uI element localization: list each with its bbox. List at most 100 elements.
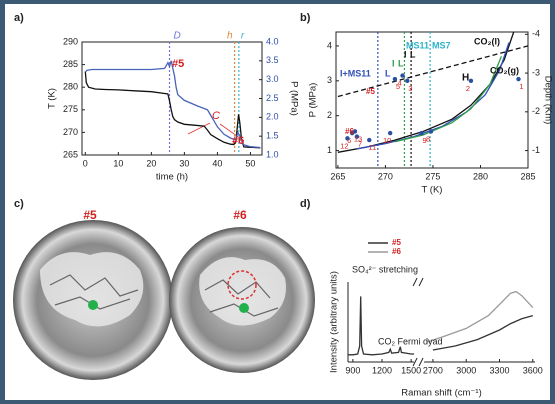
annotation: CO₂ Fermi dyad — [378, 336, 443, 346]
point-label: 10 — [383, 136, 391, 145]
y-tick-label: 275 — [63, 104, 78, 114]
x-axis-label: time (h) — [156, 172, 188, 183]
axis-break — [418, 357, 424, 367]
point-label: 1 — [519, 82, 523, 91]
annotation: #5 — [366, 87, 375, 96]
y-tick-label: 290 — [63, 36, 78, 46]
data-point — [352, 129, 358, 134]
point-label: 12 — [340, 141, 348, 150]
point-label: 7 — [358, 140, 362, 149]
point-label: 6 — [347, 136, 351, 145]
annotation: H — [462, 73, 469, 84]
x-tick-label: 40 — [212, 158, 222, 168]
y2-axis-label: Depth (Km) — [542, 76, 553, 125]
data-line — [427, 290, 534, 343]
y2-tick-label: -4 — [532, 29, 540, 39]
x-tick-label: 30 — [179, 158, 189, 168]
reference-label: h — [227, 31, 233, 42]
point-label: 11 — [368, 143, 376, 152]
annotation: SO₄²⁻ stretching — [352, 264, 418, 274]
x-axis-label: Raman shift (cm⁻¹) — [401, 388, 482, 399]
annotation: L — [410, 49, 416, 59]
x-tick-label: 3000 — [456, 365, 476, 375]
x-tick-label: 275 — [425, 171, 440, 181]
point-label: 13 — [354, 134, 362, 143]
annotation: #6 — [232, 135, 244, 147]
annotation: CO₂(l) — [474, 36, 500, 46]
highlight-ring — [227, 270, 257, 300]
x-tick-label: 900 — [345, 365, 360, 375]
photo: #6 — [169, 208, 315, 373]
data-point — [405, 78, 410, 84]
y-tick-label: 3 — [327, 75, 332, 85]
panel-label: d) — [300, 198, 311, 210]
legend-label: #5 — [392, 238, 401, 247]
y2-tick-label: 2.0 — [266, 112, 279, 122]
x-tick-label: 270 — [378, 171, 393, 181]
point-label: 8 — [426, 134, 430, 143]
axis-break — [412, 277, 418, 287]
y-tick-label: 1 — [327, 145, 332, 155]
data-line — [394, 56, 503, 143]
plot-frame — [335, 31, 529, 169]
axis-break — [412, 357, 418, 367]
panel-label: a) — [14, 12, 24, 24]
y-tick-label: 285 — [63, 59, 78, 69]
x-tick-label: 1500 — [401, 365, 421, 375]
y2-tick-label: 3.5 — [266, 55, 279, 65]
annotation: CO₂(g) — [490, 65, 519, 75]
x-tick-label: 20 — [146, 158, 156, 168]
annotation-arrows — [187, 122, 245, 142]
data-line — [337, 45, 529, 98]
annotation: L — [385, 68, 391, 78]
y2-tick-label: -2 — [532, 106, 540, 116]
data-point — [400, 73, 405, 78]
legend-label: #6 — [392, 247, 401, 256]
point-label: 4 — [397, 79, 401, 88]
reference-label: D — [174, 31, 181, 42]
annotation: MS7 — [432, 40, 451, 50]
y2-tick-label: 1.5 — [266, 131, 279, 141]
data-point — [516, 76, 521, 82]
point-label: 9 — [422, 136, 426, 145]
y-tick-label: 4 — [327, 40, 332, 50]
x-tick-label: 280 — [473, 171, 488, 181]
y2-tick-label: 2.5 — [266, 93, 279, 103]
x-tick-label: 3300 — [489, 365, 509, 375]
data-line — [84, 60, 261, 149]
y2-axis-label: P (MPa) — [288, 81, 299, 116]
data-line — [348, 296, 533, 356]
y-axis-label: P (MPa) — [308, 83, 319, 118]
annotation: I — [392, 58, 395, 68]
annotation: #6 — [345, 127, 354, 136]
photo-label: #5 — [83, 208, 97, 222]
arrow — [187, 122, 211, 135]
annotation: #5 — [172, 58, 184, 70]
y-tick-label: 2 — [327, 110, 332, 120]
data-point — [354, 134, 360, 139]
y2-tick-label: -3 — [532, 67, 540, 77]
x-tick-label: 265 — [330, 171, 345, 181]
data-line — [356, 42, 510, 150]
photo-label: #6 — [233, 208, 247, 222]
panel-label: b) — [300, 12, 311, 24]
x-tick-label: 1200 — [372, 365, 392, 375]
x-axis-label: T (K) — [422, 185, 443, 196]
y2-tick-label: 3.0 — [266, 74, 279, 84]
x-tick-label: 285 — [520, 171, 535, 181]
point-label: 3 — [408, 84, 412, 93]
y-axis-label: Intensity (arbitrary units) — [329, 271, 340, 373]
y-tick-label: 265 — [63, 149, 78, 159]
data-line — [84, 71, 261, 149]
photo: #5 — [13, 208, 173, 380]
annotation: MS11 — [406, 40, 429, 50]
x-tick-label: 2700 — [423, 365, 443, 375]
y-tick-label: 270 — [63, 127, 78, 137]
annotation: I+MS11 — [340, 68, 371, 78]
data-point — [367, 137, 372, 143]
marker — [239, 303, 249, 313]
data-point — [428, 129, 434, 134]
point-label: 2 — [466, 84, 470, 93]
